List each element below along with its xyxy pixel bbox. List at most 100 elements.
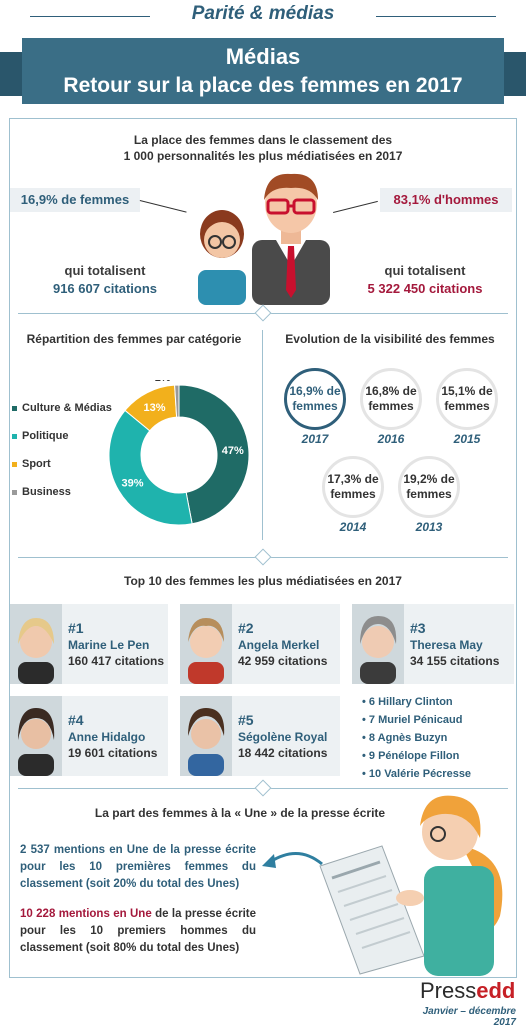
men-total: qui totalisent 5 322 450 citations (350, 262, 500, 298)
top-card: #4 Anne Hidalgo 19 601 citations (10, 696, 168, 776)
portrait-photo (352, 604, 404, 684)
list-item: • 9 Pénélope Fillon (362, 750, 460, 762)
ranking-title-line2: 1 000 personnalités les plus médiatisées… (123, 149, 403, 163)
legend-swatch (12, 405, 17, 411)
press-women-highlight: 2 537 mentions en Une (20, 844, 149, 856)
women-total: qui totalisent 916 607 citations (30, 262, 180, 298)
donut-slice-label: 1% (155, 380, 171, 384)
legend-label: Business (22, 486, 71, 498)
category-legend: Culture & Médias Politique Sport Busines… (12, 402, 112, 514)
legend-swatch (12, 433, 17, 439)
card-rank: #4 (68, 712, 84, 728)
donut-slice-label: 39% (122, 477, 144, 489)
card-citations: 18 442 citations (238, 746, 328, 760)
evolution-year: 2016 (377, 432, 405, 446)
page-subtitle: Retour sur la place des femmes en 2017 (63, 74, 463, 97)
card-name: Theresa May (410, 638, 483, 652)
ribbon-right-fold (500, 52, 526, 96)
card-citations: 160 417 citations (68, 654, 165, 668)
card-citations: 34 155 citations (410, 654, 500, 668)
press-title: La part des femmes à la « Une » de la pr… (94, 806, 386, 820)
press-women-body: de la presse écrite pour les 10 première… (20, 844, 256, 890)
legend-item: Culture & Médias (12, 402, 112, 430)
evolution-unit: femmes (406, 487, 452, 501)
newspaper-reader-illustration (319, 795, 503, 976)
evolution-value: 16,8% de (365, 384, 417, 398)
man-icon (252, 173, 330, 305)
evolution-year: 2014 (339, 520, 367, 534)
page-title: Médias (225, 44, 301, 69)
evolution-circle: 15,1% de femmes (436, 368, 498, 430)
title-ribbon: Médias Retour sur la place des femmes en… (22, 38, 504, 104)
list-item: • 7 Muriel Pénicaud (362, 714, 463, 726)
ribbon-left-fold (0, 52, 26, 96)
men-total-value: 5 322 450 citations (367, 281, 483, 296)
evolution-year: 2017 (301, 432, 329, 446)
card-name: Marine Le Pen (68, 638, 150, 652)
card-name: Ségolène Royal (238, 730, 328, 744)
arrow-icon (262, 852, 323, 868)
card-rank: #3 (410, 620, 426, 636)
press-men-body: de la presse écrite pour les 10 premiers… (20, 908, 256, 954)
legend-label: Politique (22, 430, 69, 442)
newspaper-icon (319, 845, 425, 975)
donut-slice-label: 47% (222, 445, 244, 457)
legend-swatch (12, 489, 17, 495)
women-total-label: qui totalisent (64, 263, 146, 278)
card-citations: 42 959 citations (238, 654, 328, 668)
card-name: Anne Hidalgo (68, 730, 146, 744)
ranking-title-line1: La place des femmes dans le classement d… (133, 133, 393, 147)
card-name: Angela Merkel (238, 638, 320, 652)
donut-slice-label: 13% (143, 402, 165, 414)
top-card: #3 Theresa May 34 155 citations (352, 604, 514, 684)
evolution-value: 19,2% de (403, 472, 455, 486)
portrait-photo (180, 696, 232, 776)
portrait-photo (180, 604, 232, 684)
category-donut-chart: 47% 39% 13% 1% (108, 380, 250, 526)
legend-label: Sport (22, 458, 51, 470)
donut-slice (178, 384, 250, 525)
woman-icon (198, 210, 246, 305)
evolution-unit: femmes (444, 399, 490, 413)
legend-item: Sport (12, 458, 112, 486)
brand-logo-part1: Press (420, 978, 477, 1003)
men-total-label: qui totalisent (384, 263, 466, 278)
evolution-circle: 16,9% de femmes (284, 368, 346, 430)
evolution-circle: 19,2% de femmes (398, 456, 460, 518)
evolution-value: 15,1% de (441, 384, 493, 398)
donut-slice (108, 409, 193, 526)
vertical-divider (262, 330, 263, 540)
card-rank: #5 (238, 712, 254, 728)
content-frame (9, 118, 517, 978)
header-kicker: Parité & médias (191, 3, 335, 24)
card-citations: 19 601 citations (68, 746, 158, 760)
evolution-value: 16,9% de (289, 384, 341, 398)
ranking-title: La place des femmes dans le classement d… (60, 132, 466, 164)
legend-item: Business (12, 486, 112, 514)
evolution-circle: 16,8% de femmes (360, 368, 422, 430)
categories-title: Répartition des femmes par catégorie (26, 332, 242, 346)
brand-logo-part2: edd (476, 978, 516, 1003)
evolution-value: 17,3% de (327, 472, 379, 486)
top-card: #1 Marine Le Pen 160 417 citations (10, 604, 168, 684)
top-card: #5 Ségolène Royal 18 442 citations (180, 696, 340, 776)
people-illustration (198, 173, 330, 305)
period-date: Janvier – décembre 2017 (422, 1006, 516, 1028)
evolution-title: Evolution de la visibilité des femmes (285, 332, 495, 346)
card-rank: #2 (238, 620, 254, 636)
list-item: • 8 Agnès Buzyn (362, 732, 448, 744)
divider (376, 16, 496, 17)
top10-title: Top 10 des femmes les plus médiatisées e… (124, 574, 402, 588)
header-kicker-row: Parité & médias (0, 0, 526, 30)
legend-item: Politique (12, 430, 112, 458)
brand-logo: Pressedd (420, 978, 515, 1004)
donut-slice (174, 384, 180, 418)
portrait-photo (10, 696, 62, 776)
women-total-value: 916 607 citations (52, 281, 158, 296)
top10-others-list: • 6 Hillary Clinton • 7 Muriel Pénicaud … (362, 696, 512, 786)
men-pct-box: 83,1% d'hommes (380, 188, 512, 212)
list-item: • 6 Hillary Clinton (362, 696, 453, 708)
evolution-unit: femmes (292, 399, 338, 413)
press-men-text: 10 228 mentions en Une de la presse écri… (20, 906, 256, 957)
legend-label: Culture & Médias (22, 402, 112, 414)
